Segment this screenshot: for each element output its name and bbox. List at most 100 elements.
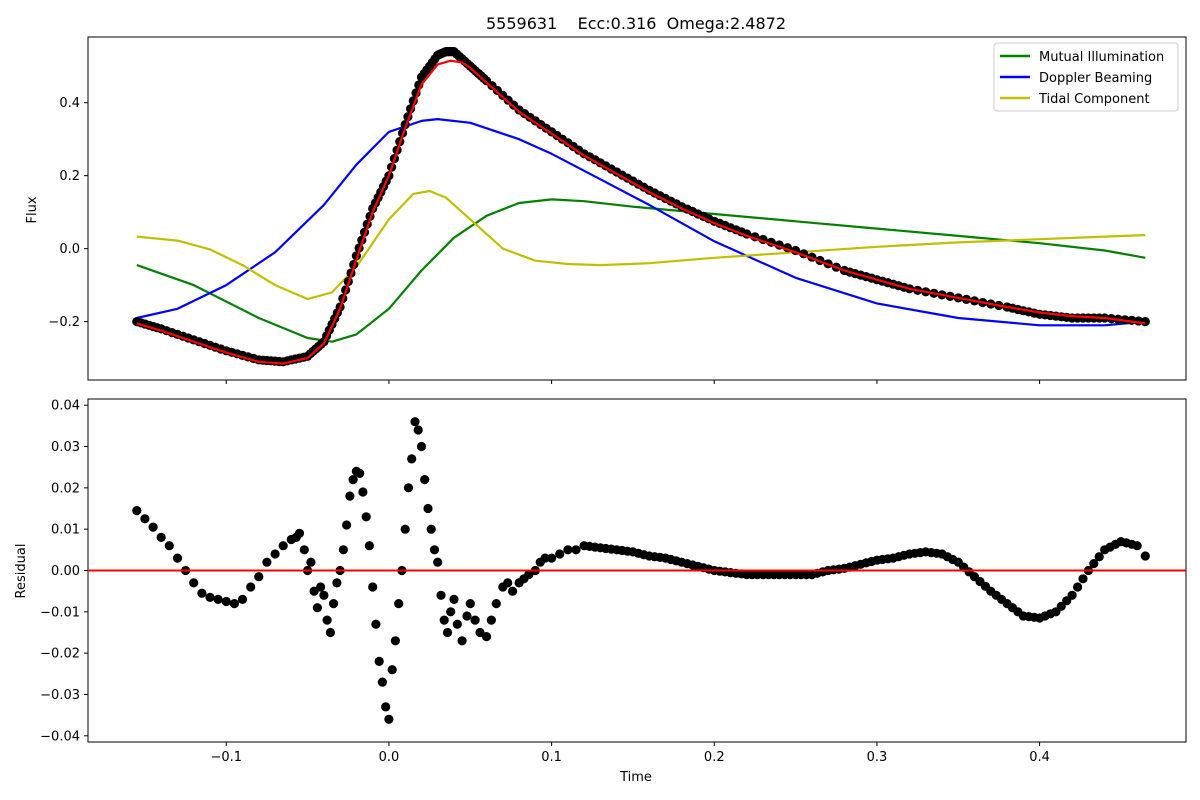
- residual-point: [423, 503, 433, 514]
- residual-panel: Residual Time −0.1 0.0 0.1 0.2 0.3 0.4−0.04−0…: [14, 398, 1187, 785]
- residual-point: [547, 553, 557, 563]
- residual-point: [439, 615, 449, 625]
- residual-ytick-label: −0.04: [40, 729, 80, 744]
- flux-observed-point: [1140, 317, 1150, 327]
- residual-xtick-label: 0.4: [1029, 750, 1050, 765]
- residual-point: [384, 714, 394, 724]
- residual-point: [387, 665, 397, 675]
- residual-point: [237, 594, 248, 605]
- residual-point: [1078, 574, 1088, 584]
- residual-point: [465, 599, 475, 609]
- residual-ytick-label: 0.00: [51, 564, 80, 579]
- residual-point: [148, 522, 158, 532]
- mutual-illumination-line: [136, 198, 1146, 343]
- residual-point: [278, 541, 288, 551]
- residual-point: [348, 475, 358, 485]
- residual-point: [342, 520, 352, 530]
- residual-ytick-label: −0.03: [40, 688, 80, 703]
- residual-point: [1140, 551, 1150, 561]
- residual-point: [322, 615, 332, 625]
- residual-point: [462, 611, 472, 621]
- residual-ytick-label: 0.04: [51, 399, 80, 414]
- residual-ytick-label: −0.01: [40, 605, 80, 620]
- residual-point: [299, 545, 309, 555]
- residual-point: [294, 528, 305, 538]
- residual-point: [246, 582, 256, 592]
- residual-point: [132, 506, 142, 516]
- residual-point: [416, 441, 427, 452]
- residual-point: [1132, 541, 1142, 551]
- residual-point: [429, 545, 440, 555]
- residual-point: [374, 656, 384, 667]
- residual-point: [436, 590, 446, 600]
- residual-point: [156, 532, 166, 543]
- residual-point: [364, 541, 374, 551]
- residual-point: [491, 599, 501, 609]
- flux-series: [136, 118, 1146, 343]
- residual-point: [316, 582, 326, 592]
- residual-point: [426, 524, 436, 534]
- residual-point: [540, 553, 550, 563]
- residual-point: [381, 702, 391, 712]
- residual-point: [410, 417, 420, 427]
- legend-label-mutual-illumination: Mutual Illumination: [1039, 50, 1164, 65]
- residual-point: [332, 578, 342, 588]
- residual-point: [197, 588, 207, 598]
- residual-point: [555, 549, 565, 559]
- residual-point: [254, 572, 264, 582]
- residual-point: [407, 454, 417, 464]
- residual-point: [413, 425, 423, 435]
- residual-point: [449, 594, 459, 605]
- residual-point: [262, 557, 272, 567]
- doppler-beaming-line: [136, 118, 1146, 327]
- residual-point: [486, 615, 496, 625]
- residual-ytick-label: 0.01: [51, 523, 80, 538]
- legend-box: [993, 42, 1179, 112]
- residual-point: [390, 636, 400, 646]
- flux-ytick-label: 0.4: [59, 96, 80, 111]
- residual-points: [132, 417, 1150, 724]
- residual-point: [368, 582, 378, 592]
- residual-xtick-label: 0.2: [704, 750, 725, 765]
- residual-ytick-label: −0.02: [40, 647, 80, 662]
- residual-axis-label: Residual: [14, 544, 29, 599]
- residual-point: [319, 590, 329, 600]
- residual-point: [1073, 582, 1083, 592]
- residual-point: [400, 524, 410, 534]
- residual-point: [140, 514, 150, 524]
- residual-point: [355, 468, 365, 478]
- residual-point: [329, 599, 339, 609]
- legend-label-doppler-beaming: Doppler Beaming: [1039, 71, 1152, 86]
- residual-xtick-label: 0.3: [867, 750, 888, 765]
- flux-ytick-label: 0.0: [59, 242, 80, 257]
- residual-point: [503, 578, 513, 588]
- residual-point: [394, 599, 404, 609]
- flux-ytick-label: −0.2: [48, 315, 80, 330]
- residual-point: [481, 632, 492, 642]
- flux-axis-ticks: −0.2 0.0 0.2 0.4: [48, 96, 1041, 384]
- residual-point: [457, 636, 467, 646]
- residual-point: [571, 545, 581, 555]
- residual-point: [507, 586, 518, 596]
- legend-label-tidal-component: Tidal Component: [1038, 92, 1150, 107]
- residual-point: [306, 557, 316, 567]
- residual-point: [371, 619, 381, 629]
- residual-point: [205, 592, 215, 603]
- tidal-component-line: [136, 189, 1146, 301]
- residual-point: [172, 553, 183, 563]
- residual-xtick-label: 0.1: [541, 750, 562, 765]
- residual-point: [377, 677, 387, 687]
- residual-point: [563, 545, 573, 555]
- residual-ytick-label: 0.03: [51, 440, 80, 455]
- residual-point: [1094, 552, 1104, 562]
- residual-xtick-label: 0.0: [379, 750, 400, 765]
- residual-point: [221, 596, 231, 607]
- residual-point: [442, 627, 453, 638]
- residual-point: [433, 557, 443, 567]
- residual-point: [312, 603, 322, 613]
- residual-point: [338, 545, 348, 555]
- model-fit-line: [136, 59, 1146, 365]
- residual-point: [213, 594, 223, 605]
- residual-point: [361, 512, 371, 522]
